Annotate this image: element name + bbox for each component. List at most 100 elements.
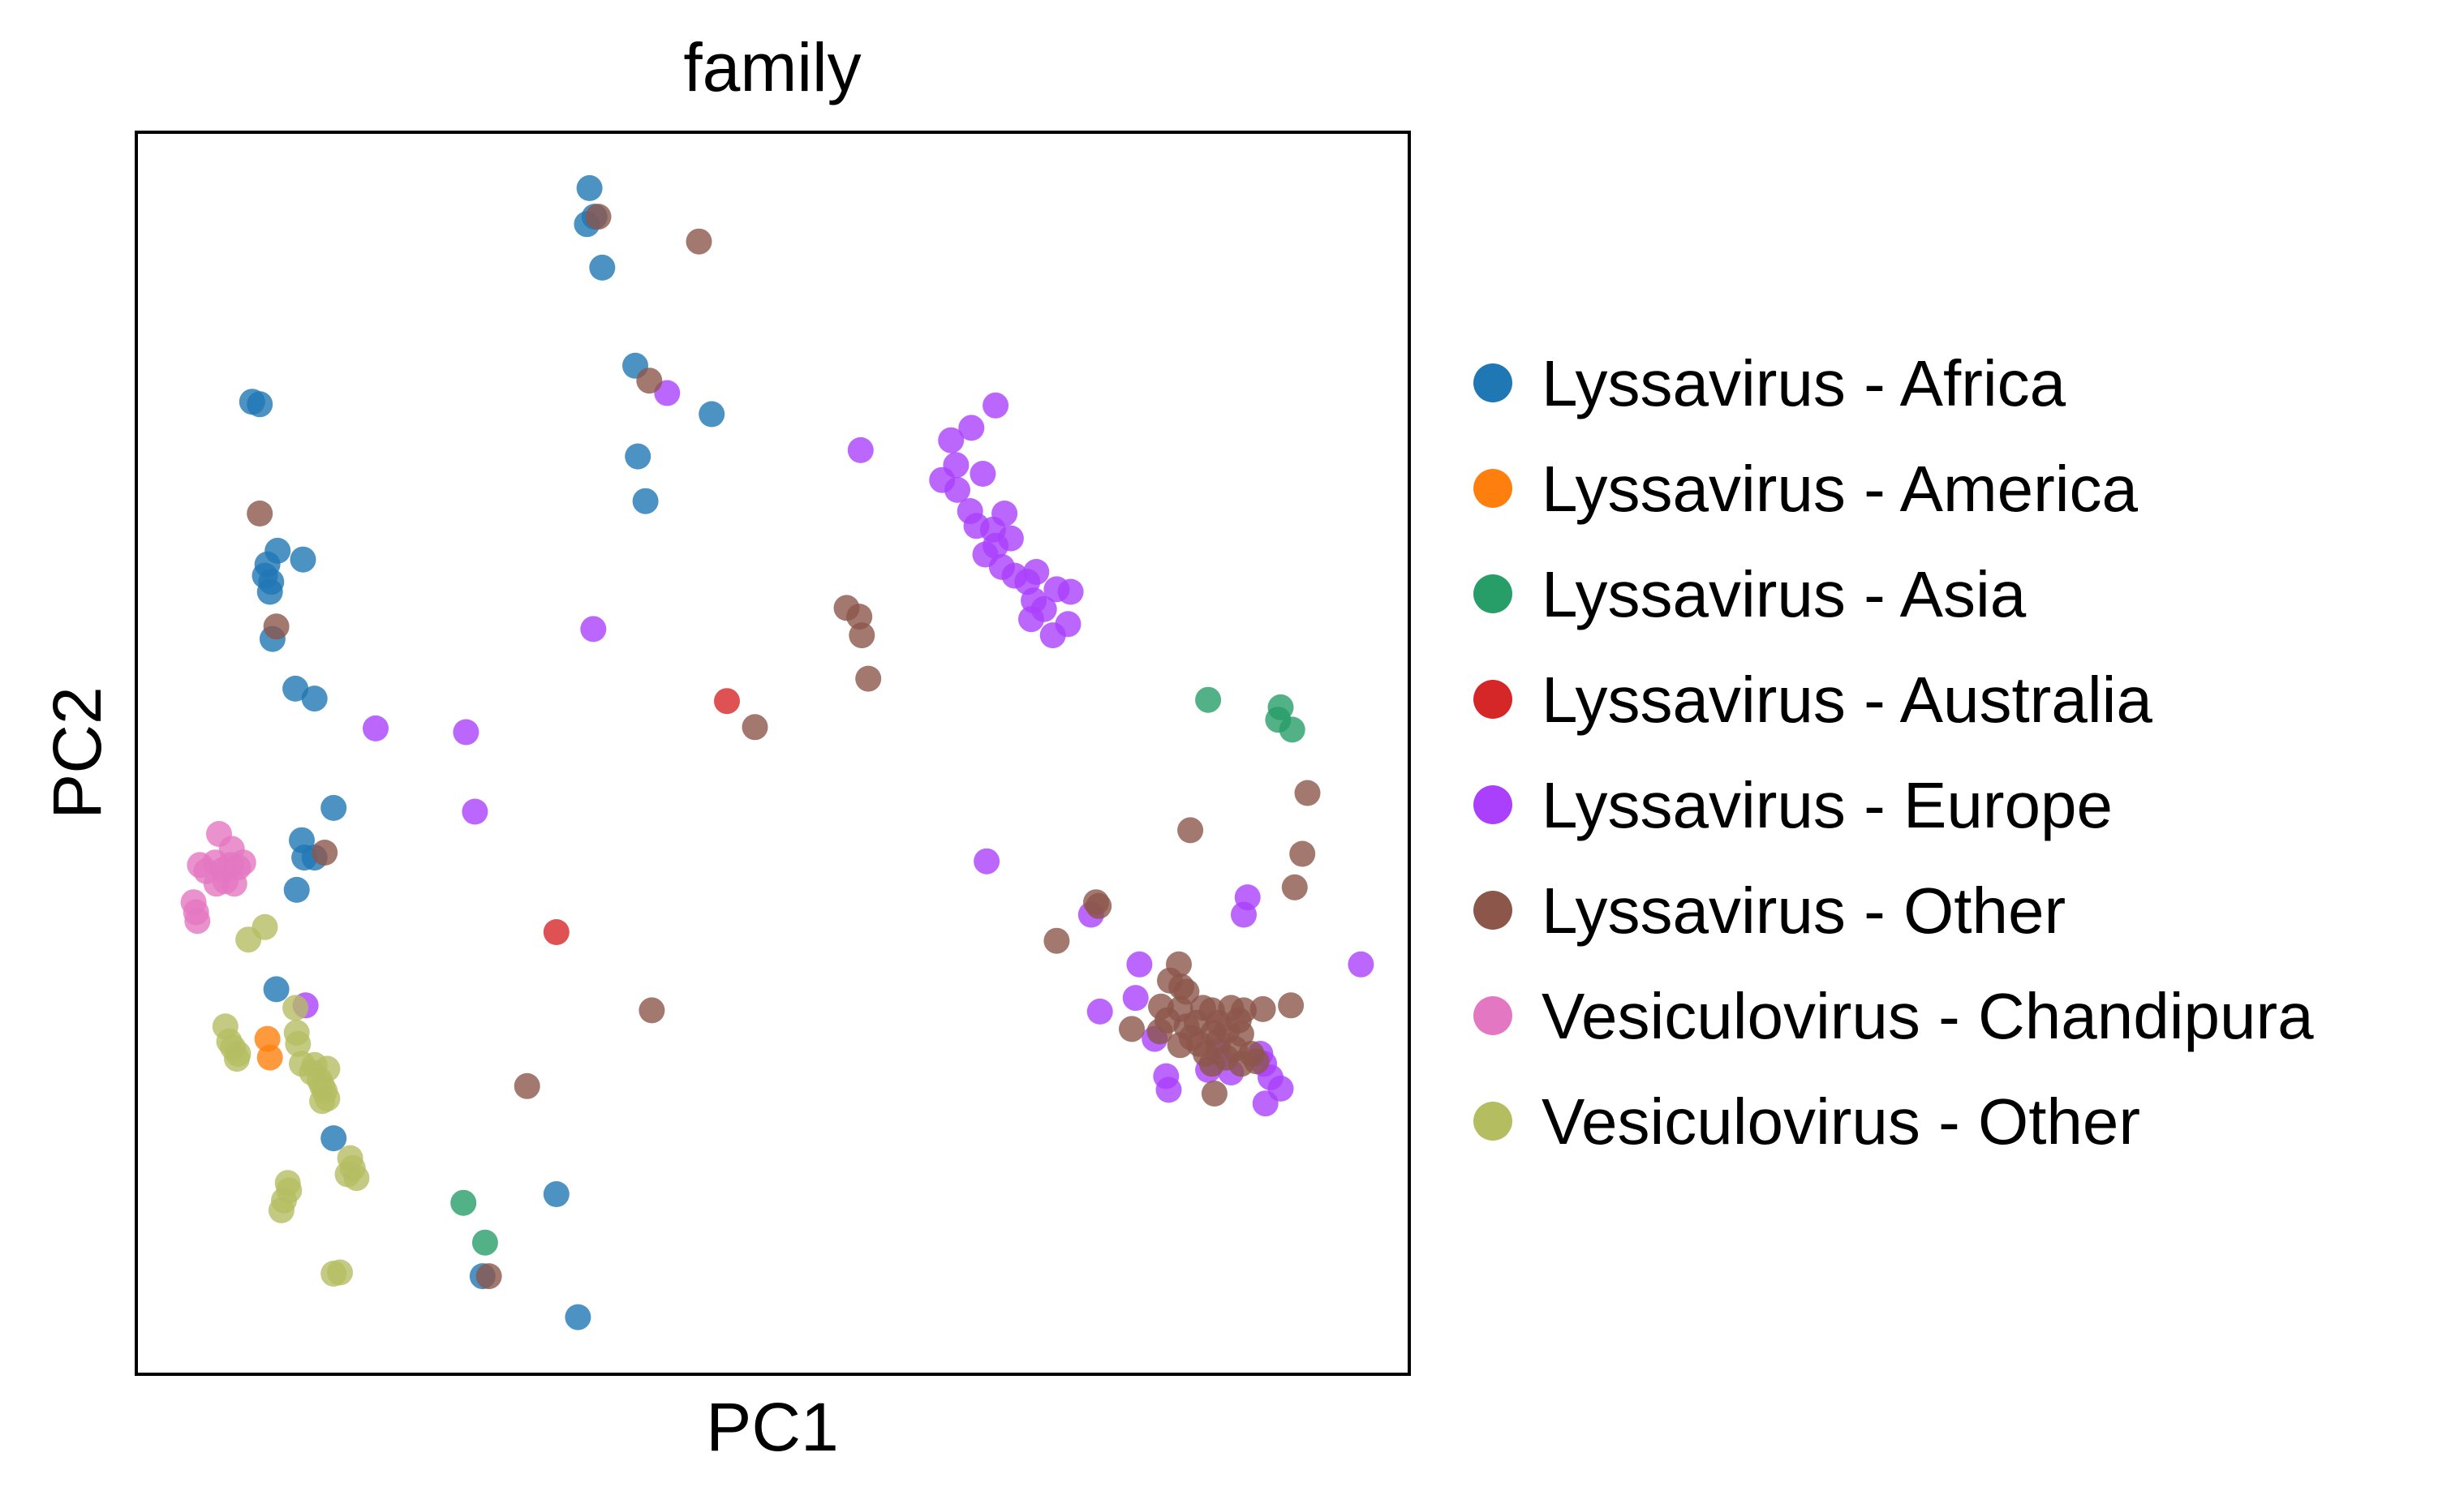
legend-label: Lyssavirus - Other [1542, 875, 2066, 947]
data-point [847, 436, 874, 463]
data-point [475, 1263, 502, 1290]
legend-item: Lyssavirus - America [1473, 453, 2139, 525]
data-point [247, 501, 273, 527]
legend-marker [1473, 574, 1512, 613]
data-point [855, 665, 882, 692]
data-point [309, 1088, 336, 1115]
data-point [944, 476, 970, 503]
data-point [714, 688, 740, 715]
legend-marker [1473, 680, 1512, 719]
data-point [1057, 578, 1084, 605]
data-point [224, 1046, 250, 1072]
data-point [1119, 1016, 1145, 1042]
data-point [1294, 780, 1321, 806]
legend-label: Lyssavirus - America [1542, 453, 2139, 525]
data-point [742, 714, 768, 741]
data-point [1252, 1090, 1279, 1117]
data-point [283, 876, 310, 903]
legend-label: Lyssavirus - Europe [1542, 769, 2113, 841]
data-point [632, 488, 659, 514]
legend-marker [1473, 469, 1512, 508]
data-point [312, 840, 338, 866]
data-point [1201, 1081, 1228, 1107]
x-axis-label: PC1 [706, 1389, 838, 1465]
data-point [1279, 716, 1305, 743]
data-point [636, 367, 663, 394]
plot-area-frame [135, 131, 1411, 1376]
data-point [589, 254, 616, 281]
legend-marker [1473, 1102, 1512, 1141]
data-point [1249, 995, 1276, 1022]
data-point [256, 1044, 283, 1071]
legend-item: Lyssavirus - Africa [1473, 347, 2066, 419]
legend-item: Vesiculovirus - Chandipura [1473, 980, 2314, 1052]
data-point [580, 616, 607, 643]
series-7 [212, 913, 370, 1287]
data-point [1198, 1051, 1225, 1077]
data-point [221, 870, 247, 897]
legend-marker [1473, 996, 1512, 1035]
data-point [247, 391, 273, 418]
data-point [301, 686, 328, 712]
data-point [1086, 892, 1112, 919]
data-point [471, 1229, 498, 1256]
y-axis-label: PC2 [39, 686, 115, 819]
data-point [1086, 998, 1113, 1025]
data-point [958, 415, 985, 441]
data-point [983, 392, 1009, 419]
legend-item: Lyssavirus - Other [1473, 875, 2066, 947]
data-point [849, 622, 875, 649]
data-point [363, 715, 389, 741]
data-point [1043, 927, 1070, 954]
legend-label: Lyssavirus - Asia [1542, 558, 2027, 630]
data-point [1231, 901, 1257, 928]
data-point [263, 976, 290, 1003]
legend: Lyssavirus - Africa Lyssavirus - America L… [1473, 347, 2314, 1158]
data-point [970, 461, 996, 487]
series-2 [450, 686, 1305, 1256]
points-layer [180, 174, 1374, 1330]
data-point [686, 228, 712, 255]
data-point [1126, 951, 1153, 978]
data-point [974, 848, 1000, 875]
data-point [203, 870, 230, 897]
data-point [256, 578, 283, 605]
data-point [1018, 606, 1044, 633]
data-point [543, 919, 570, 945]
data-point [290, 546, 316, 573]
data-point [235, 926, 262, 953]
legend-marker [1473, 891, 1512, 930]
legend-label: Lyssavirus - Africa [1542, 347, 2066, 419]
data-point [282, 675, 309, 702]
data-point [1289, 840, 1316, 867]
data-point [1281, 874, 1308, 900]
data-point [282, 995, 309, 1021]
data-point [699, 401, 725, 428]
data-point [1146, 1018, 1173, 1045]
data-point [514, 1072, 540, 1099]
series-1 [254, 1025, 283, 1071]
legend-label: Vesiculovirus - Other [1542, 1085, 2140, 1158]
data-point [343, 1165, 370, 1192]
data-point [1122, 985, 1149, 1012]
legend-marker [1473, 363, 1512, 402]
data-point [1167, 1032, 1193, 1059]
legend-item: Lyssavirus - Asia [1473, 558, 2027, 630]
data-point [184, 908, 211, 935]
data-point [565, 1304, 591, 1330]
data-point [453, 719, 479, 746]
data-point [462, 798, 488, 825]
data-point [320, 794, 347, 821]
data-point [1348, 951, 1374, 978]
data-point [1039, 622, 1066, 649]
data-point [450, 1189, 477, 1216]
series-6 [180, 821, 256, 935]
data-point [1243, 1048, 1270, 1075]
data-point [327, 1259, 353, 1286]
series-0 [239, 174, 725, 1330]
data-point [1195, 686, 1222, 713]
data-point [285, 1030, 312, 1057]
data-point [585, 204, 612, 230]
data-point [639, 997, 665, 1024]
